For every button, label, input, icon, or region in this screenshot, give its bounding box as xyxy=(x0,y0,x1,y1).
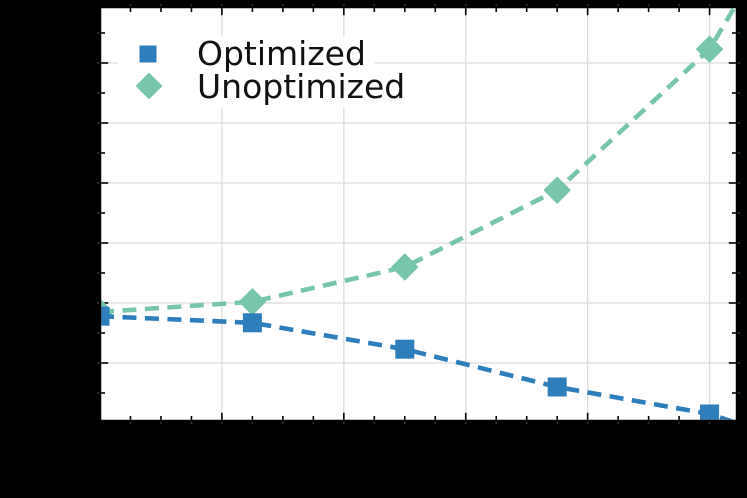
optimized-line xyxy=(101,313,735,420)
square-marker-icon xyxy=(700,404,720,420)
axes-spines xyxy=(98,5,739,423)
unoptimized-legend-diamond-icon xyxy=(135,72,163,100)
optimized-legend-square-icon xyxy=(139,45,157,63)
diamond-marker-icon xyxy=(543,176,571,204)
square-marker-icon xyxy=(547,377,567,397)
legend-patch xyxy=(118,36,375,108)
unoptimized-line xyxy=(101,8,736,315)
square-marker-icon xyxy=(395,339,415,359)
diamond-marker-icon xyxy=(390,253,419,281)
series-optimized xyxy=(101,306,735,420)
legend-label-optimized: Optimized xyxy=(197,34,366,73)
square-marker-icon xyxy=(242,313,262,333)
square-marker-icon xyxy=(101,306,110,326)
legend-label-unoptimized: Unoptimized xyxy=(197,67,406,106)
diamond-marker-icon xyxy=(695,35,724,63)
